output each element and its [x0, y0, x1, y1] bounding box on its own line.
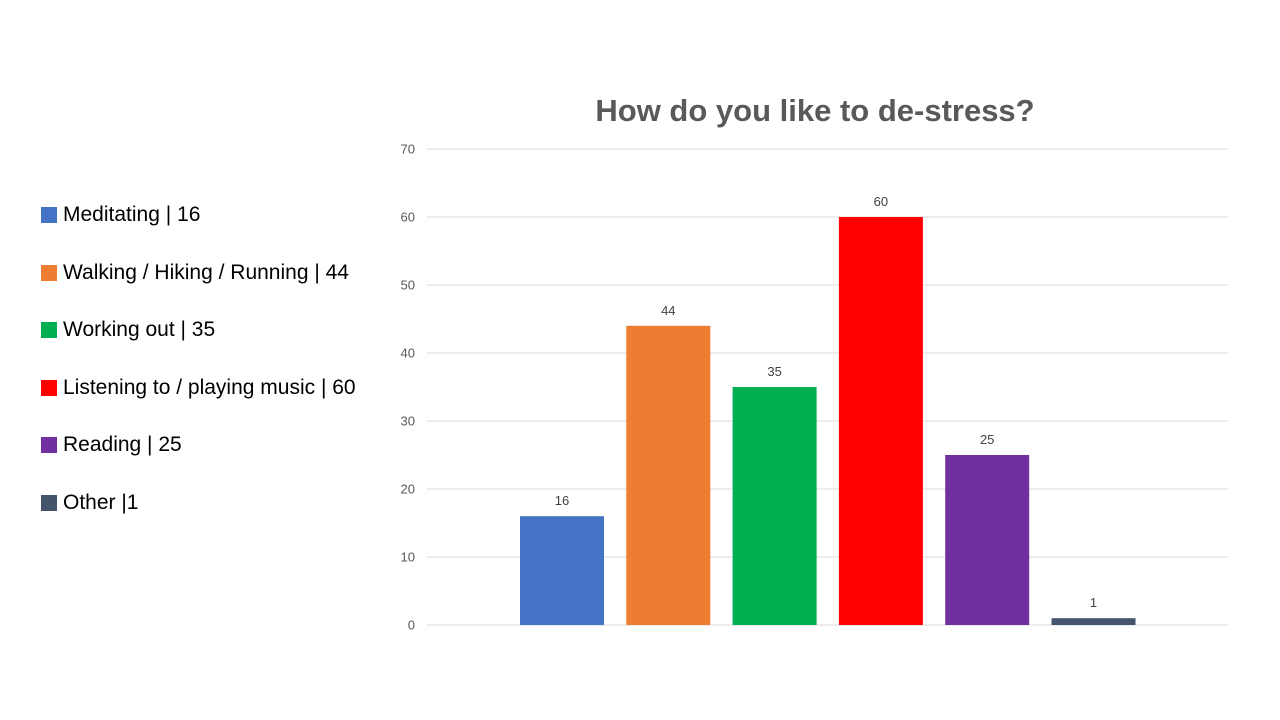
data-label: 44: [661, 303, 675, 318]
chart-legend: Meditating | 16 Walking / Hiking / Runni…: [41, 198, 386, 544]
bar: [732, 387, 817, 625]
legend-item-working-out: Working out | 35: [41, 313, 386, 347]
y-tick-label: 60: [401, 210, 415, 225]
data-label: 16: [555, 493, 569, 508]
legend-item-music: Listening to / playing music | 60: [41, 371, 386, 405]
bars: [520, 217, 1136, 625]
y-tick-label: 20: [401, 482, 415, 497]
data-label: 35: [767, 364, 781, 379]
bar: [520, 516, 604, 625]
y-tick-label: 50: [401, 278, 415, 293]
legend-item-walking-hiking-running: Walking / Hiking / Running | 44: [41, 256, 386, 290]
legend-swatch-music: [41, 379, 57, 396]
legend-swatch-walking-hiking-running: [41, 264, 57, 281]
y-tick-label: 40: [401, 346, 415, 361]
legend-label-working-out: Working out | 35: [63, 318, 216, 342]
legend-label-reading: Reading | 25: [63, 433, 182, 457]
legend-swatch-working-out: [41, 322, 57, 339]
chart-title: How do you like to de-stress?: [595, 93, 1034, 128]
legend-swatch-other: [41, 494, 57, 511]
y-tick-label: 0: [408, 618, 415, 633]
legend-item-other: Other |1: [41, 486, 386, 520]
y-tick-label: 30: [401, 414, 415, 429]
y-axis-ticks: 0 10 20 30 40 50 60 70: [401, 142, 415, 633]
data-labels: 16 44 35 60 25 1: [555, 194, 1097, 610]
legend-item-reading: Reading | 25: [41, 428, 386, 462]
bar: [838, 217, 923, 625]
bar: [1051, 618, 1136, 625]
legend-swatch-meditating: [41, 207, 57, 223]
bar: [626, 325, 711, 625]
legend-label-walking-hiking-running: Walking / Hiking / Running | 44: [63, 260, 349, 284]
data-label: 1: [1090, 595, 1097, 610]
legend-swatch-reading: [41, 437, 57, 454]
legend-label-other: Other |1: [63, 490, 139, 514]
y-tick-label: 70: [401, 142, 415, 157]
bar: [945, 455, 1030, 625]
data-label: 25: [980, 432, 994, 447]
legend-label-meditating: Meditating | 16: [63, 203, 201, 226]
legend-item-meditating: Meditating | 16: [41, 198, 386, 232]
data-label: 60: [874, 194, 888, 209]
legend-label-music: Listening to / playing music | 60: [63, 375, 356, 399]
y-tick-label: 10: [401, 550, 415, 565]
